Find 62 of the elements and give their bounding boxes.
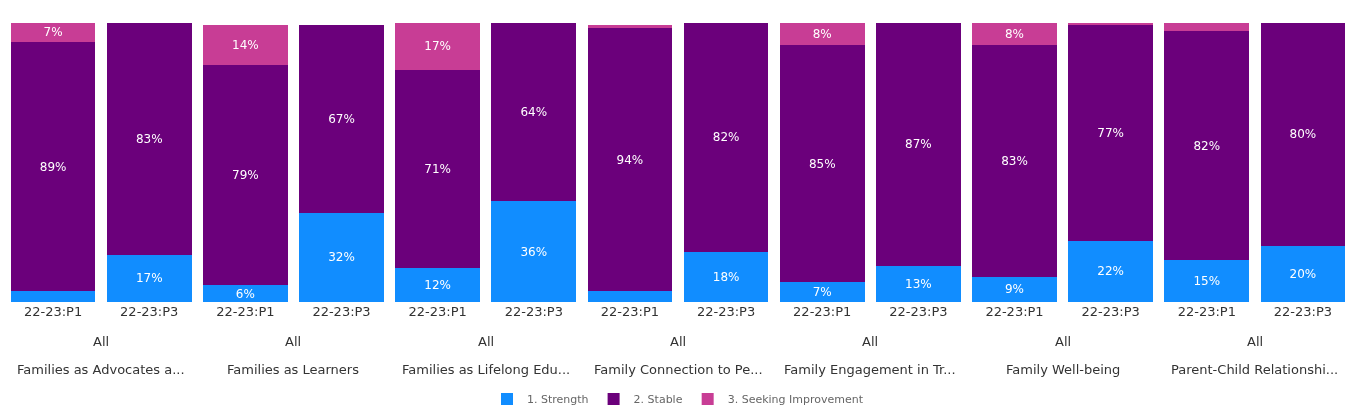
text: Family Connection to Pe...	[594, 362, 763, 377]
data-label: 83%	[135, 131, 163, 146]
x-tick-label: 22-23:P3	[1273, 304, 1333, 319]
data-label: 17%	[135, 271, 163, 286]
data-label: 80%	[1289, 127, 1317, 142]
data-label: 8%	[812, 26, 832, 41]
text: Family Well-being	[1006, 362, 1121, 377]
data-label: 82%	[1193, 138, 1221, 153]
data-label: 7%	[812, 285, 832, 300]
data-label: 77%	[1097, 126, 1124, 141]
data-label: 18%	[712, 269, 740, 284]
data-label: 13%	[905, 276, 932, 291]
x-tick-label: 22-23:P3	[312, 304, 371, 319]
data-label: 9%	[1004, 282, 1025, 297]
text: All	[478, 334, 495, 349]
data-label: 71%	[424, 162, 451, 177]
data-label: 85%	[808, 156, 836, 171]
data-label: 82%	[712, 130, 740, 145]
data-label: 17%	[424, 39, 451, 54]
text: All	[285, 334, 302, 349]
text: All	[862, 334, 879, 349]
text: Families as Lifelong Edu...	[402, 362, 571, 377]
x-tick-label: 22-23:P1	[23, 304, 83, 319]
data-label: 36%	[520, 244, 548, 259]
x-tick-label: 22-23:P3	[889, 304, 948, 319]
data-label: 83%	[1001, 153, 1028, 168]
data-label: 14%	[232, 38, 259, 53]
data-label: 89%	[39, 159, 67, 174]
legend-label: 2. Stable	[633, 393, 683, 407]
x-tick-label: 22-23:P3	[120, 304, 179, 319]
data-label: 67%	[328, 112, 355, 127]
data-label: 7%	[43, 25, 63, 40]
x-tick-label: 22-23:P1	[985, 304, 1044, 319]
text: All	[670, 334, 687, 349]
data-label: 8%	[1004, 26, 1025, 41]
data-label: 6%	[235, 286, 255, 301]
legend-label: 1. Strength	[527, 393, 589, 407]
data-label: 12%	[424, 278, 451, 293]
text: Families as Learners	[227, 362, 360, 377]
x-tick-label: 22-23:P1	[793, 304, 852, 319]
data-label: 22%	[1097, 264, 1124, 279]
legend-label: 3. Seeking Improvement	[727, 393, 864, 407]
text: Parent-Child Relationshi...	[1171, 362, 1339, 377]
data-label: 64%	[520, 105, 548, 120]
data-label: 94%	[616, 152, 644, 167]
data-label: 20%	[1289, 267, 1317, 282]
text: All	[93, 334, 110, 349]
text: Family Engagement in Tr...	[784, 362, 956, 377]
data-label: 32%	[328, 250, 355, 265]
x-tick-label: 22-23:P3	[1081, 304, 1140, 319]
data-label: 15%	[1193, 274, 1221, 289]
text: Families as Advocates a...	[17, 362, 185, 377]
data-label: 79%	[232, 167, 259, 182]
x-tick-label: 22-23:P3	[504, 304, 563, 319]
x-tick-label: 22-23:P3	[696, 304, 756, 319]
x-tick-label: 22-23:P1	[600, 304, 660, 319]
x-tick-label: 22-23:P1	[1177, 304, 1236, 319]
x-tick-label: 22-23:P1	[408, 304, 467, 319]
x-tick-label: 22-23:P1	[216, 304, 275, 319]
text: All	[1055, 334, 1072, 349]
text: All	[1247, 334, 1264, 349]
data-label: 87%	[905, 137, 932, 152]
